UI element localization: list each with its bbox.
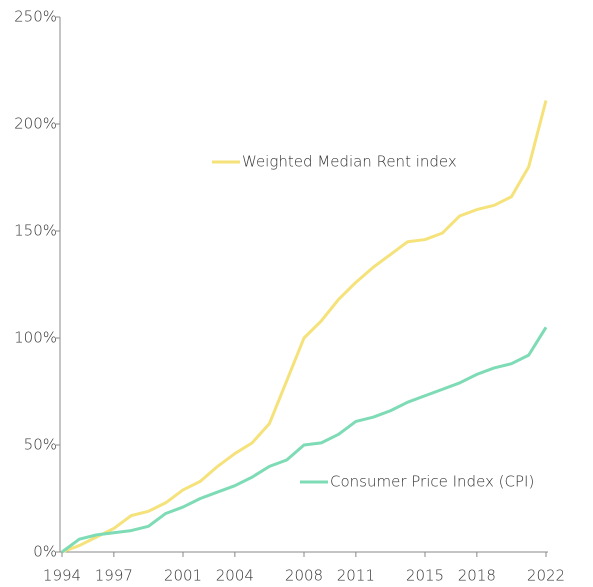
x-tick-label: 2008	[285, 567, 323, 585]
x-tick-label: 2015	[406, 567, 444, 585]
x-tick-label: 1997	[95, 567, 133, 585]
y-tick-label: 150%	[14, 222, 57, 240]
x-tick-label: 1994	[43, 567, 81, 585]
series-label: Weighted Median Rent index	[242, 153, 457, 171]
x-tick-label: 2011	[337, 567, 375, 585]
x-tick-label: 2022	[527, 567, 565, 585]
x-tick-label: 2004	[216, 567, 254, 585]
y-tick-label: 250%	[14, 8, 57, 26]
series-line	[61, 100, 548, 554]
series-label: Consumer Price Index (CPI)	[330, 473, 534, 491]
x-tick-label: 2018	[458, 567, 496, 585]
series-line	[61, 326, 548, 554]
y-tick-label: 50%	[24, 436, 57, 454]
y-tick-label: 200%	[14, 115, 57, 133]
y-tick-label: 100%	[14, 329, 57, 347]
y-tick-label: 0%	[33, 543, 57, 561]
x-tick-label: 2001	[164, 567, 202, 585]
